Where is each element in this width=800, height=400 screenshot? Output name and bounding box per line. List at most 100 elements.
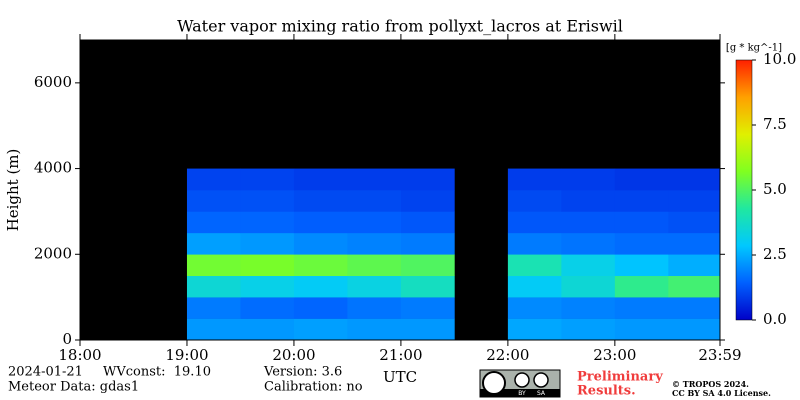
heatmap-cell xyxy=(561,168,616,191)
heatmap-cell xyxy=(347,232,402,255)
badge-sa: SA xyxy=(537,390,546,397)
heatmap-cell xyxy=(614,190,669,212)
heatmap-cell xyxy=(293,275,348,298)
heatmap-cell xyxy=(186,211,241,234)
heatmap-cell xyxy=(668,190,721,212)
heatmap-cell xyxy=(668,275,721,298)
heatmap-cell xyxy=(293,297,348,319)
colorbar-tick-label: 2.5 xyxy=(763,245,787,263)
heatmap-cell xyxy=(668,254,721,277)
heatmap-cell xyxy=(614,318,669,341)
chart-title: Water vapor mixing ratio from pollyxt_la… xyxy=(177,17,623,36)
heatmap-cell xyxy=(561,190,616,212)
badge-strip xyxy=(480,389,560,397)
heatmap-cell xyxy=(240,168,295,191)
x-tick-label: 22:00 xyxy=(486,346,529,364)
heatmap-cell xyxy=(614,275,669,298)
heatmap-cell xyxy=(614,211,669,234)
heatmap-cell xyxy=(240,254,295,277)
wvconst: WVconst: 19.10 xyxy=(103,365,211,380)
heatmap-cell xyxy=(240,318,295,341)
heatmap-cell xyxy=(507,318,562,341)
meteor-data: Meteor Data: gdas1 xyxy=(8,380,139,395)
by-icon xyxy=(514,372,530,388)
heatmap-cell xyxy=(347,168,402,191)
version: Version: 3.6 xyxy=(263,365,342,380)
copyright: © TROPOS 2024. xyxy=(672,379,749,389)
plot-frame xyxy=(79,39,721,341)
heatmap-cell xyxy=(561,297,616,319)
heatmap-cell xyxy=(293,168,348,191)
date: 2024-01-21 xyxy=(8,365,83,380)
heatmap-cell xyxy=(240,232,295,255)
badge-by: BY xyxy=(518,390,526,397)
heatmap-cell xyxy=(347,190,402,212)
cc-icon xyxy=(482,371,506,395)
x-tick-label: 20:00 xyxy=(272,346,315,364)
sa-icon xyxy=(533,372,549,388)
x-tick-label: 23:59 xyxy=(698,346,741,364)
colorbar-tick-label: 5.0 xyxy=(763,180,787,198)
y-axis-label: Height (m) xyxy=(4,149,22,232)
heatmap-cell xyxy=(186,232,241,255)
x-tick-label: 21:00 xyxy=(379,346,422,364)
heatmap-cell xyxy=(668,232,721,255)
heatmap-cell xyxy=(293,211,348,234)
heatmap-cell xyxy=(240,211,295,234)
heatmap-cell xyxy=(561,232,616,255)
heatmap-cell xyxy=(614,168,669,191)
colorbar xyxy=(735,59,753,321)
heatmap-cell xyxy=(240,297,295,319)
y-tick-label: 4000 xyxy=(34,159,72,177)
heatmap-cell xyxy=(507,275,562,298)
heatmap-cell xyxy=(507,297,562,319)
heatmap-cell xyxy=(561,318,616,341)
heatmap-cell xyxy=(507,211,562,234)
colorbar-label: [g * kg^-1] xyxy=(726,43,782,54)
y-tick-label: 0 xyxy=(62,330,72,348)
heatmap-cell xyxy=(186,254,241,277)
heatmap-cell xyxy=(293,254,348,277)
y-tick-label: 2000 xyxy=(34,244,72,262)
heatmap-cell xyxy=(614,297,669,319)
colorbar-tick-label: 7.5 xyxy=(763,115,787,133)
heatmap-cell xyxy=(347,211,402,234)
preliminary: Preliminary xyxy=(577,370,663,385)
heatmap-cell xyxy=(347,318,402,341)
heatmap-cell xyxy=(400,190,455,212)
heatmap-cell xyxy=(507,190,562,212)
heatmap-cell xyxy=(507,254,562,277)
x-tick-label: 23:00 xyxy=(593,346,636,364)
cc-badge: BY SA xyxy=(479,369,561,398)
heatmap-cell xyxy=(614,232,669,255)
heatmap-cell xyxy=(668,211,721,234)
colorbar-tick-label: 0.0 xyxy=(763,310,787,328)
heatmap-cell xyxy=(507,232,562,255)
heatmap-cell xyxy=(347,297,402,319)
heatmap-cell xyxy=(400,168,455,191)
heatmap-cell xyxy=(186,275,241,298)
x-tick-label: 18:00 xyxy=(58,346,101,364)
heatmap-cell xyxy=(400,254,455,277)
heatmap-cell xyxy=(561,254,616,277)
license: CC BY SA 4.0 License. xyxy=(672,388,771,398)
heatmap-cell xyxy=(293,232,348,255)
heatmap-cell xyxy=(347,254,402,277)
heatmap-cell xyxy=(561,275,616,298)
heatmap-cell xyxy=(293,318,348,341)
x-tick-label: 19:00 xyxy=(165,346,208,364)
heatmap-cell xyxy=(400,275,455,298)
heatmap-cell xyxy=(186,318,241,341)
heatmap-cell xyxy=(186,297,241,319)
heatmap-cell xyxy=(400,211,455,234)
heatmap-cell xyxy=(561,211,616,234)
results: Results. xyxy=(577,384,636,399)
calibration: Calibration: no xyxy=(264,380,363,395)
x-axis-label: UTC xyxy=(383,368,417,386)
heatmap-cell xyxy=(668,318,721,341)
colorbar-tick-label: 10.0 xyxy=(763,50,796,68)
heatmap-cell xyxy=(240,275,295,298)
heatmap-cell xyxy=(293,190,348,212)
heatmap-cell xyxy=(186,190,241,212)
